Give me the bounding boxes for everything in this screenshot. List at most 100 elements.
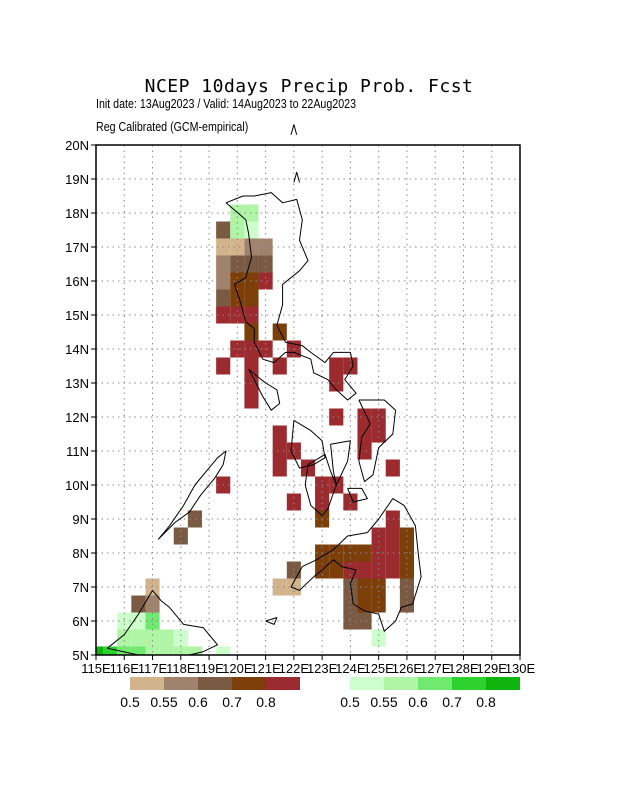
lon-tick-label: 120E [222, 661, 253, 676]
lon-tick-label: 118E [166, 661, 196, 676]
probability-cell [286, 442, 301, 460]
coastline [265, 617, 278, 625]
probability-cell [258, 238, 273, 256]
probability-cell [244, 221, 259, 239]
probability-cell [216, 646, 231, 655]
probability-cell [357, 612, 372, 630]
probability-cell [131, 646, 146, 655]
probability-cell [357, 578, 372, 596]
probability-cell [131, 595, 146, 613]
wet-legend-label: 0.5 [340, 694, 360, 710]
probability-cell [272, 323, 287, 341]
probability-cell [244, 391, 259, 409]
probability-cell [230, 306, 245, 324]
lon-tick-label: 119E [194, 661, 224, 676]
wet-legend-label: 0.7 [442, 694, 462, 710]
probability-cell [145, 595, 160, 613]
probability-cell [216, 255, 231, 273]
lat-tick-label: 8N [72, 546, 89, 561]
coastline [304, 453, 337, 517]
probability-cell [272, 459, 287, 477]
wet-legend-label: 0.6 [408, 694, 428, 710]
probability-cell [371, 578, 386, 596]
probability-cell [385, 459, 400, 477]
dry-legend-swatch [232, 677, 266, 690]
lat-tick-label: 19N [65, 172, 89, 187]
lat-tick-label: 5N [72, 648, 89, 663]
probability-cell [371, 408, 386, 426]
coastline [347, 487, 368, 503]
probability-cell [329, 357, 344, 375]
probability-cell [329, 561, 344, 579]
probability-cell [244, 323, 259, 341]
grid-lines [96, 145, 520, 655]
probability-cell [357, 595, 372, 613]
coastline [330, 440, 351, 486]
dry-legend-swatch [130, 677, 164, 690]
lon-tick-label: 115E [81, 661, 111, 676]
dry-legend-label: 0.7 [222, 694, 242, 710]
probability-cell [329, 374, 344, 392]
probability-cell [371, 629, 386, 647]
probability-cell [385, 544, 400, 562]
lon-tick-label: 126E [392, 661, 423, 676]
lat-tick-label: 20N [65, 138, 89, 153]
wet-legend-swatch [384, 677, 418, 690]
coastline [293, 171, 300, 183]
probability-cell [272, 578, 287, 596]
probability-cell [96, 646, 104, 655]
probability-cell [145, 629, 160, 647]
probability-cell [159, 646, 174, 655]
map-frame [95, 144, 521, 656]
coastline [290, 498, 422, 632]
probability-cell [131, 629, 146, 647]
probability-cell [399, 578, 414, 596]
lat-tick-label: 14N [65, 342, 89, 357]
lon-tick-label: 129E [477, 661, 508, 676]
probability-cell [145, 646, 160, 655]
probability-cell [244, 289, 259, 307]
probability-cell [286, 493, 301, 511]
lon-tick-label: 125E [363, 661, 394, 676]
probability-cell [103, 646, 118, 655]
lat-tick-label: 11N [66, 444, 89, 459]
probability-cell [258, 255, 273, 273]
probability-cell [230, 221, 245, 239]
lat-tick-label: 10N [65, 478, 89, 493]
lat-tick-label: 16N [65, 274, 89, 289]
wet-legend-label: 0.8 [476, 694, 496, 710]
color-legend: 0.5 0.55 0.6 0.7 0.8 0.5 0.55 0.6 0.7 0.8 [120, 677, 520, 710]
axis-ticks: 5N 6N 7N 8N 9N 10N 11N 12N 13N 14N 15N 16N 17N 18N 19N… [65, 138, 535, 676]
probability-cell [230, 272, 245, 290]
probability-cell [385, 561, 400, 579]
probability-cell [230, 238, 245, 256]
lon-tick-label: 130E [505, 661, 536, 676]
probability-cell [173, 646, 188, 655]
wet-legend-swatch [486, 677, 520, 690]
dry-legend-label: 0.6 [188, 694, 208, 710]
method-subtitle: Reg Calibrated (GCM-empirical) [96, 119, 249, 134]
probability-cell [258, 272, 273, 290]
dry-legend-swatch [198, 677, 232, 690]
probability-cell [357, 425, 372, 443]
probability-cell [329, 408, 344, 426]
lon-tick-label: 121E [250, 661, 281, 676]
probability-cell [187, 510, 202, 528]
wet-legend-swatch [350, 677, 384, 690]
probability-cell [216, 357, 231, 375]
lon-tick-label: 116E [110, 661, 140, 676]
probability-cell [272, 442, 287, 460]
coastline [358, 399, 397, 483]
probability-cell [216, 221, 231, 239]
probability-cell [145, 612, 160, 630]
probability-cell [315, 493, 330, 511]
dry-legend-label: 0.8 [256, 694, 276, 710]
probability-cell [385, 527, 400, 545]
dry-legend-label: 0.55 [150, 694, 177, 710]
coastline [290, 419, 326, 469]
probability-cell [230, 255, 245, 273]
probability-cell [385, 510, 400, 528]
lat-tick-label: 9N [72, 512, 89, 527]
lon-tick-label: 117E [138, 661, 168, 676]
wet-legend-label: 0.55 [370, 694, 397, 710]
